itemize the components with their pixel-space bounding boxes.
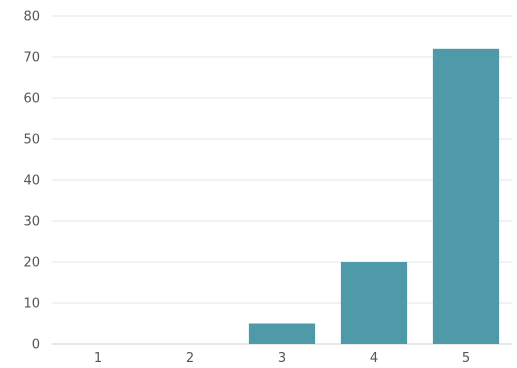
bar-4 — [340, 262, 408, 344]
x-axis: 1 2 3 4 5 — [94, 351, 470, 366]
y-tick-label: 80 — [23, 10, 40, 25]
x-tick-label: 2 — [186, 351, 194, 366]
y-tick-label: 0 — [32, 338, 40, 353]
y-tick-label: 70 — [23, 51, 40, 66]
y-tick-label: 20 — [23, 256, 40, 271]
grid-layer — [52, 15, 512, 345]
y-tick-label: 30 — [23, 215, 40, 230]
x-tick-label: 1 — [94, 351, 102, 366]
x-tick-label: 5 — [462, 351, 470, 366]
x-tick-label: 4 — [370, 351, 378, 366]
y-tick-label: 60 — [23, 92, 40, 107]
y-tick-label: 50 — [23, 133, 40, 148]
bar-3 — [248, 323, 316, 344]
bars-layer — [248, 48, 500, 345]
y-tick-label: 40 — [23, 174, 40, 189]
x-tick-label: 3 — [278, 351, 286, 366]
bar-5 — [432, 48, 500, 345]
y-tick-label: 10 — [23, 297, 40, 312]
y-axis: 0 10 20 30 40 50 60 70 80 — [23, 10, 40, 353]
